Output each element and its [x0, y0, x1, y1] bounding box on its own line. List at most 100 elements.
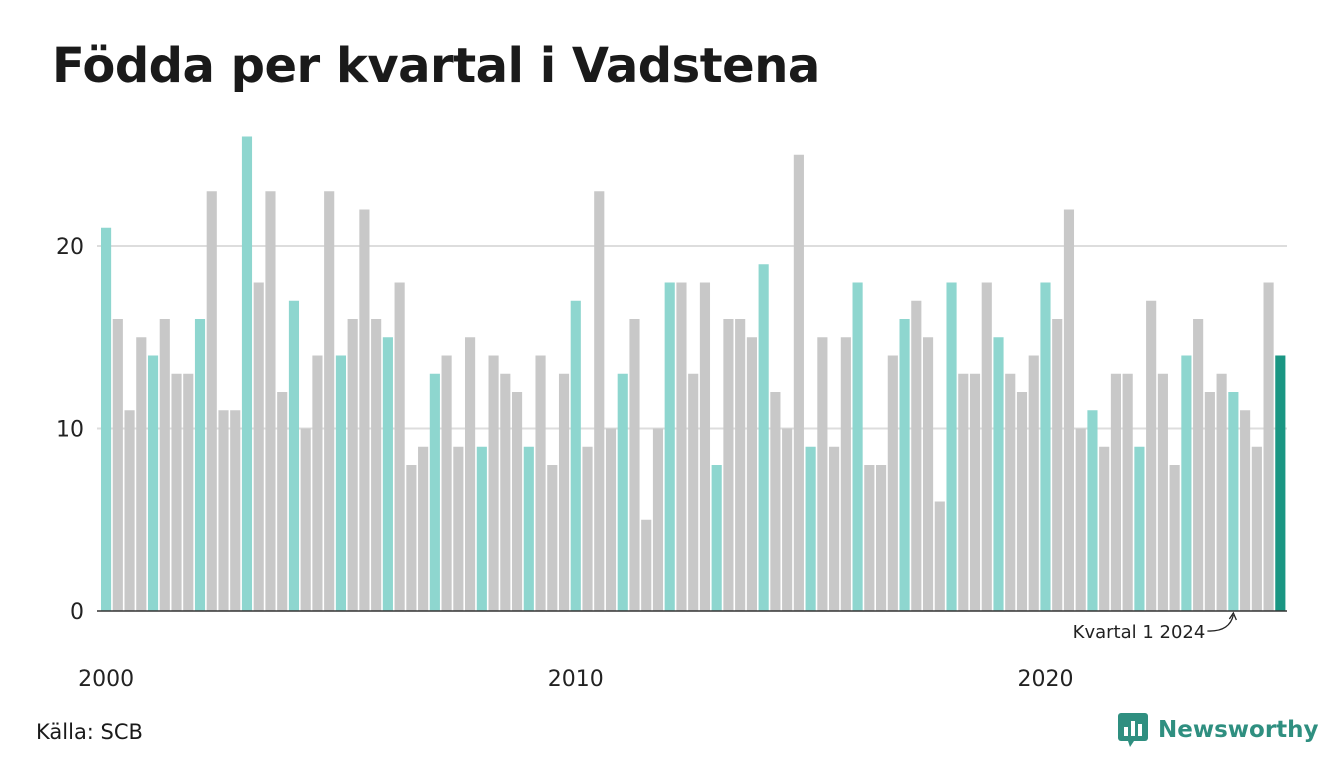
bar	[1110, 373, 1121, 611]
bar	[500, 373, 511, 611]
bar-q1	[570, 300, 581, 611]
bar	[887, 355, 898, 611]
bar-q1	[805, 446, 816, 611]
bar-q1	[101, 227, 112, 611]
bar	[922, 337, 934, 611]
bar-q1	[946, 282, 957, 611]
bar	[347, 319, 358, 611]
bar	[312, 355, 323, 611]
bar-q1	[1134, 446, 1145, 611]
bar-q1	[288, 300, 300, 611]
bar	[1169, 465, 1180, 611]
bar-q1	[1040, 282, 1051, 611]
bar	[441, 355, 452, 611]
bar	[582, 446, 593, 611]
bar	[911, 300, 922, 611]
bar	[511, 392, 523, 611]
y-tick-label: 10	[56, 418, 84, 443]
x-tick-label: 2020	[1018, 667, 1074, 692]
bar	[1052, 319, 1063, 611]
x-tick-label: 2000	[78, 667, 134, 692]
chart-title: Födda per kvartal i Vadstena	[52, 38, 820, 94]
bar	[406, 465, 417, 611]
bar	[465, 337, 476, 611]
bar	[735, 319, 746, 611]
bar	[1122, 373, 1133, 611]
bar	[359, 209, 370, 611]
bar	[206, 191, 217, 611]
bar-q1	[147, 355, 159, 611]
bar	[1263, 282, 1274, 611]
bar	[418, 446, 429, 611]
bar	[230, 410, 241, 611]
bar	[605, 428, 617, 611]
bar-latest	[1275, 355, 1286, 611]
x-tick-label: 2010	[548, 667, 604, 692]
bar-q1	[711, 465, 722, 611]
bar	[124, 410, 135, 611]
bar-q1	[335, 355, 346, 611]
newsworthy-logo-icon	[1118, 713, 1148, 747]
brand-name: Newsworthy	[1158, 717, 1319, 743]
bar	[723, 319, 734, 611]
bar	[324, 191, 335, 611]
bar	[265, 191, 276, 611]
bar-q1	[1087, 410, 1098, 611]
bar	[394, 282, 405, 611]
bar	[981, 282, 992, 611]
annotation-arrowhead	[1228, 611, 1237, 621]
bar	[453, 446, 464, 611]
bar	[652, 428, 664, 611]
bar-q1	[429, 373, 440, 611]
bar	[629, 319, 640, 611]
bar-q1	[993, 337, 1004, 611]
bar-q1	[758, 264, 769, 611]
bar	[558, 373, 570, 611]
annotation-label: Kvartal 1 2024	[1073, 622, 1206, 643]
bar-q1	[382, 337, 393, 611]
annotation-arrow	[1207, 614, 1234, 632]
bar	[1028, 355, 1039, 611]
bar	[136, 337, 147, 611]
bar	[770, 392, 781, 611]
bar	[300, 428, 311, 611]
bar	[547, 465, 558, 611]
bar	[688, 373, 699, 611]
bar	[958, 373, 969, 611]
bar	[840, 337, 851, 611]
bar	[371, 319, 382, 611]
bar	[1240, 410, 1251, 611]
bar	[159, 319, 170, 611]
bar	[594, 191, 605, 611]
bar	[112, 319, 123, 611]
bar	[1204, 392, 1215, 611]
bar	[969, 373, 981, 611]
bar	[1157, 373, 1168, 611]
bar	[641, 519, 652, 611]
bar	[183, 373, 194, 611]
bar-chart: 0 10 20 2000 2010 2020 Kvartal 1 2024	[56, 136, 1287, 692]
bar-q1	[617, 373, 628, 611]
y-tick-label: 20	[56, 235, 84, 260]
bar	[1063, 209, 1075, 611]
bar	[1193, 319, 1204, 611]
bar	[171, 373, 182, 611]
bar	[676, 282, 687, 611]
bar-q1	[852, 282, 863, 611]
bar	[1099, 446, 1110, 611]
bar	[782, 428, 793, 611]
bar-q1	[664, 282, 675, 611]
bar	[934, 501, 945, 611]
bar	[1016, 392, 1028, 611]
bar	[1005, 373, 1016, 611]
bar	[1216, 373, 1227, 611]
bar	[699, 282, 711, 611]
bar	[746, 337, 757, 611]
y-tick-label: 0	[70, 600, 84, 625]
bar	[864, 465, 875, 611]
brand-logo: Newsworthy	[1118, 713, 1319, 747]
bar	[218, 410, 229, 611]
bar	[793, 154, 804, 611]
bar-q1	[194, 319, 206, 611]
bar-q1	[899, 319, 910, 611]
